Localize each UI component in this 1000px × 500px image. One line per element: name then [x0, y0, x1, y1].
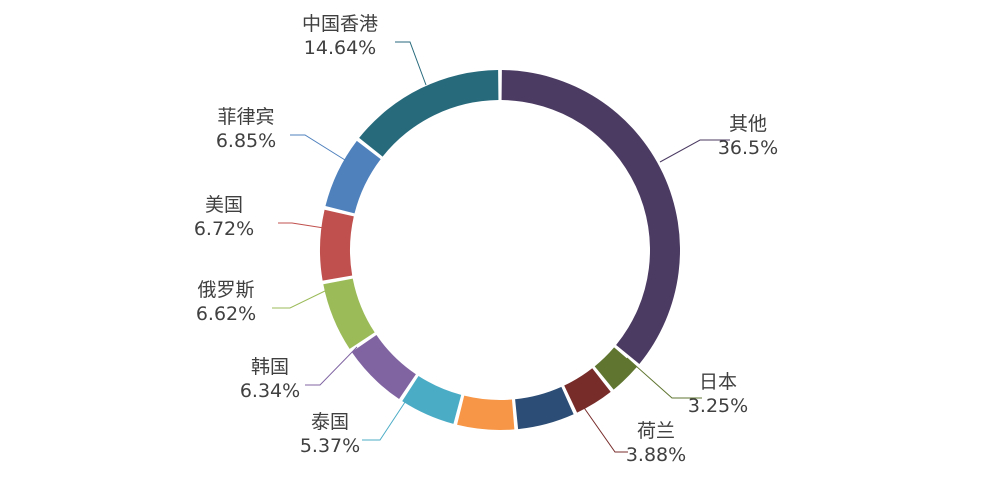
slice-name-label: 泰国: [311, 411, 349, 433]
slice-value-label: 14.64%: [304, 37, 376, 59]
slice-value-label: 3.25%: [688, 395, 748, 417]
slice-unlabeled-3: [515, 386, 574, 430]
slice-value-label: 36.5%: [718, 137, 778, 159]
slice-value-label: 6.34%: [240, 380, 300, 402]
slice-name-label: 美国: [205, 194, 243, 216]
slice-unlabeled-4: [457, 395, 515, 430]
slice-韩国: [351, 335, 416, 400]
slice-name-label: 菲律宾: [217, 106, 274, 128]
slice-俄罗斯: [323, 278, 375, 349]
slice-name-label: 其他: [729, 113, 767, 135]
leader-line-泰国: [362, 386, 416, 441]
leader-line-韩国: [305, 346, 358, 386]
slice-荷兰: [564, 368, 611, 413]
leader-line-俄罗斯: [272, 289, 328, 309]
leader-line-其他: [659, 139, 730, 163]
slice-中国香港: [359, 70, 499, 157]
slice-name-label: 荷兰: [637, 420, 675, 442]
slice-name-label: 韩国: [251, 356, 289, 378]
slice-value-label: 3.88%: [626, 444, 686, 466]
leader-line-中国香港: [395, 41, 427, 86]
slice-菲律宾: [325, 140, 381, 214]
slice-value-label: 6.62%: [196, 303, 256, 325]
slice-泰国: [402, 375, 462, 424]
slice-name-label: 中国香港: [302, 13, 378, 35]
slice-name-label: 日本: [699, 371, 737, 393]
slice-value-label: 5.37%: [300, 435, 360, 457]
leader-line-美国: [278, 222, 325, 229]
leader-line-日本: [626, 357, 702, 399]
slice-name-label: 俄罗斯: [197, 279, 254, 301]
slice-value-label: 6.85%: [216, 130, 276, 152]
slice-日本: [594, 347, 637, 390]
slice-value-label: 6.72%: [194, 218, 254, 240]
slice-其他: [501, 70, 681, 364]
leader-line-菲律宾: [290, 134, 346, 161]
slice-美国: [320, 209, 354, 281]
leader-line-荷兰: [579, 401, 628, 453]
